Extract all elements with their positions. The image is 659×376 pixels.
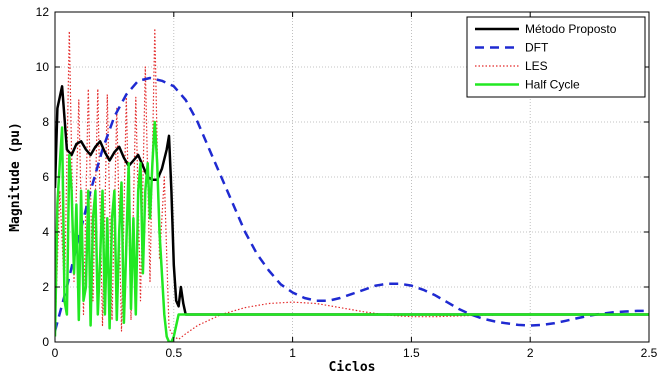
x-axis-label: Ciclos <box>329 360 376 375</box>
x-tick-label: 2.5 <box>641 346 658 360</box>
x-tick-label: 0 <box>52 346 59 360</box>
x-tick-label: 0.5 <box>165 346 182 360</box>
series-lines <box>55 27 649 342</box>
x-tick-label: 1.5 <box>403 346 420 360</box>
y-tick-label: 8 <box>42 115 49 129</box>
legend-label: Método Proposto <box>525 22 617 36</box>
y-tick-label: 2 <box>42 280 49 294</box>
legend: Método Proposto DFT LES Half Cycle <box>466 16 646 98</box>
y-tick-label: 4 <box>42 225 49 239</box>
series-line-2 <box>55 27 649 340</box>
legend-label: Half Cycle <box>525 78 580 92</box>
y-tick-label: 12 <box>36 5 50 19</box>
legend-label: DFT <box>525 41 549 55</box>
y-axis-label: Magnitude (pu) <box>8 122 23 232</box>
series-line-0 <box>55 85 649 316</box>
series-line-3 <box>55 120 649 342</box>
series-line-1 <box>55 76 649 332</box>
axis-ticks: 0 0.5 1 1.5 2 2.5 0 2 4 6 8 10 12 <box>36 5 658 360</box>
y-tick-label: 10 <box>36 60 50 74</box>
x-tick-label: 2 <box>527 346 534 360</box>
y-tick-label: 0 <box>42 335 49 349</box>
legend-label: LES <box>525 59 548 73</box>
y-tick-label: 6 <box>42 170 49 184</box>
x-tick-label: 1 <box>289 346 296 360</box>
